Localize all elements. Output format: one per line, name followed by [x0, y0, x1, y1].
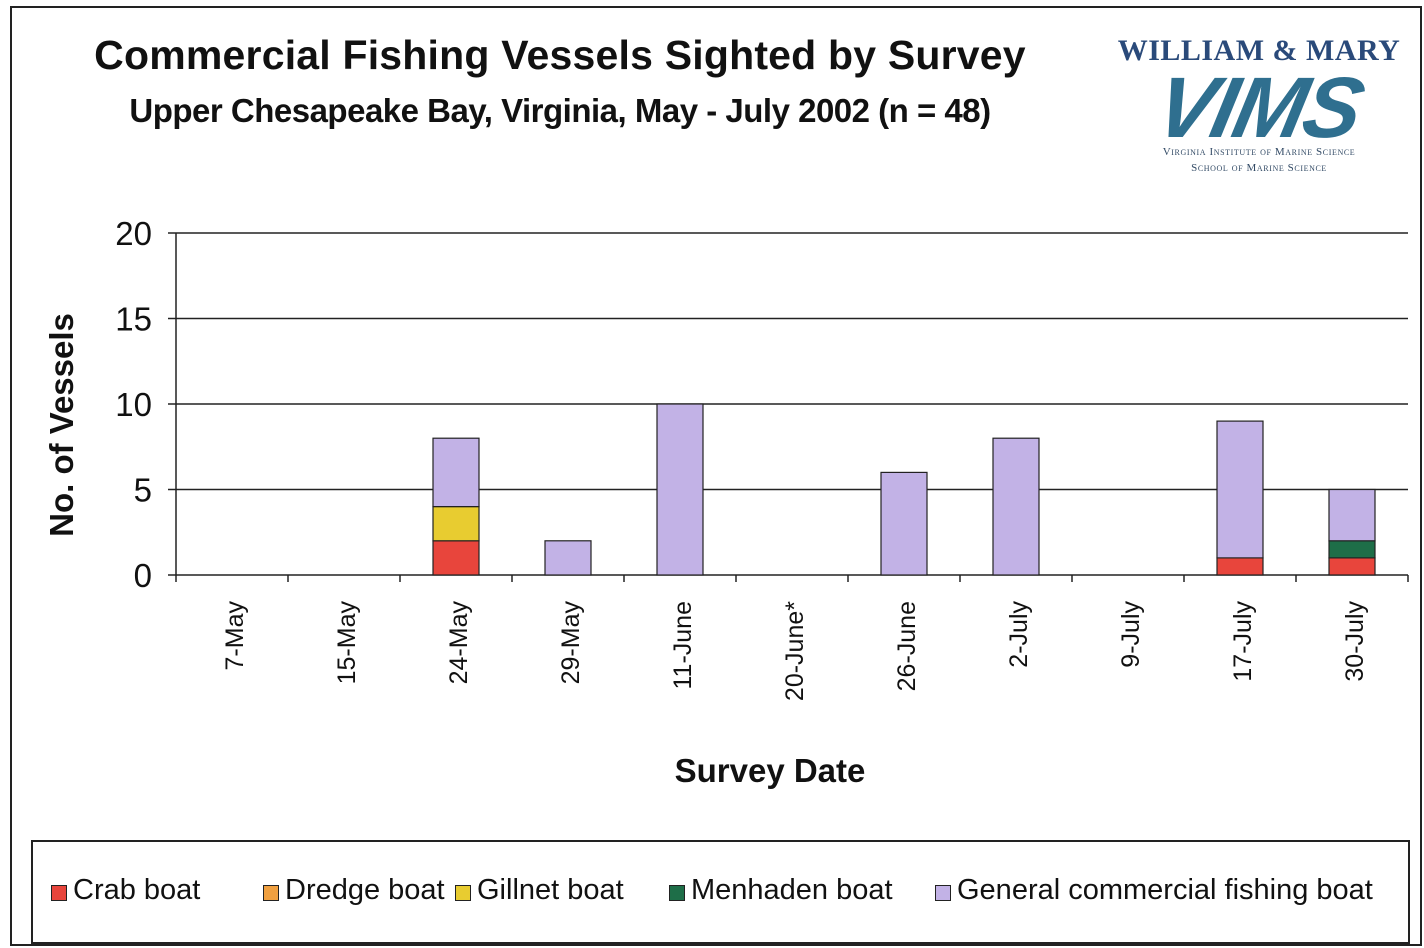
- x-axis-label: Survey Date: [674, 752, 866, 789]
- bar-segment: [1216, 557, 1264, 576]
- y-tick-label: 15: [115, 301, 152, 338]
- legend-item: Gillnet boat: [455, 872, 624, 908]
- bar-segment: [656, 403, 704, 576]
- x-tick-label: 29-May: [557, 601, 585, 685]
- bar-segment: [1328, 540, 1376, 559]
- legend-item: General commercial fishing boat: [935, 872, 1373, 908]
- legend: Crab boat Dredge boat Gillnet boat Menhaden…: [31, 840, 1410, 944]
- x-tick-label: 26-June: [893, 601, 921, 691]
- chart-subtitle: Upper Chesapeake Bay, Virginia, May - Ju…: [129, 92, 991, 129]
- bar-segment: [432, 540, 480, 576]
- legend-label: Crab boat: [73, 873, 201, 906]
- y-tick-label: 10: [115, 386, 152, 423]
- x-tick-label: 11-June: [669, 601, 697, 690]
- legend-item: Menhaden boat: [669, 872, 893, 908]
- bar-segment: [992, 437, 1040, 576]
- x-tick-label: 9-July: [1117, 601, 1145, 668]
- legend-label: Menhaden boat: [691, 873, 893, 906]
- x-tick-label: 15-May: [333, 601, 361, 685]
- bar-segment: [1328, 557, 1376, 576]
- legend-swatch: [51, 885, 67, 901]
- legend-swatch: [455, 885, 471, 901]
- legend-label: General commercial fishing boat: [957, 873, 1373, 906]
- bar-segment: [1328, 488, 1376, 542]
- x-tick-label: 30-July: [1341, 601, 1369, 682]
- legend-swatch: [263, 885, 279, 901]
- y-axis-label: No. of Vessels: [43, 313, 80, 537]
- chart-frame: [10, 6, 1422, 946]
- bar-segment: [544, 540, 592, 576]
- bar-segment: [1216, 420, 1264, 559]
- legend-item: Dredge boat: [263, 872, 445, 908]
- logo-line-2: School of Marine Science: [1191, 162, 1327, 174]
- chart-title: Commercial Fishing Vessels Sighted by Su…: [94, 32, 1026, 78]
- bar-segment: [432, 437, 480, 508]
- y-tick-label: 20: [115, 215, 152, 252]
- vims-logo: WILLIAM & MARY VIMS Virginia Institute o…: [1112, 34, 1406, 184]
- legend-label: Gillnet boat: [477, 873, 624, 906]
- x-tick-label: 7-May: [221, 601, 249, 671]
- logo-line-1: Virginia Institute of Marine Science: [1162, 146, 1356, 158]
- legend-swatch: [669, 885, 685, 901]
- logo-top-text: WILLIAM & MARY: [1117, 34, 1401, 67]
- y-tick-label: 0: [134, 557, 152, 594]
- legend-item: Crab boat: [51, 872, 200, 908]
- x-tick-label: 17-July: [1229, 601, 1257, 682]
- x-tick-label: 2-July: [1005, 601, 1033, 668]
- legend-swatch: [935, 885, 951, 901]
- x-tick-label: 24-May: [445, 601, 473, 685]
- x-tick-label: 20-June*: [781, 601, 809, 701]
- bar-segment: [432, 506, 480, 542]
- y-tick-label: 5: [134, 472, 152, 509]
- bar-segment: [880, 471, 928, 576]
- legend-label: Dredge boat: [285, 873, 445, 906]
